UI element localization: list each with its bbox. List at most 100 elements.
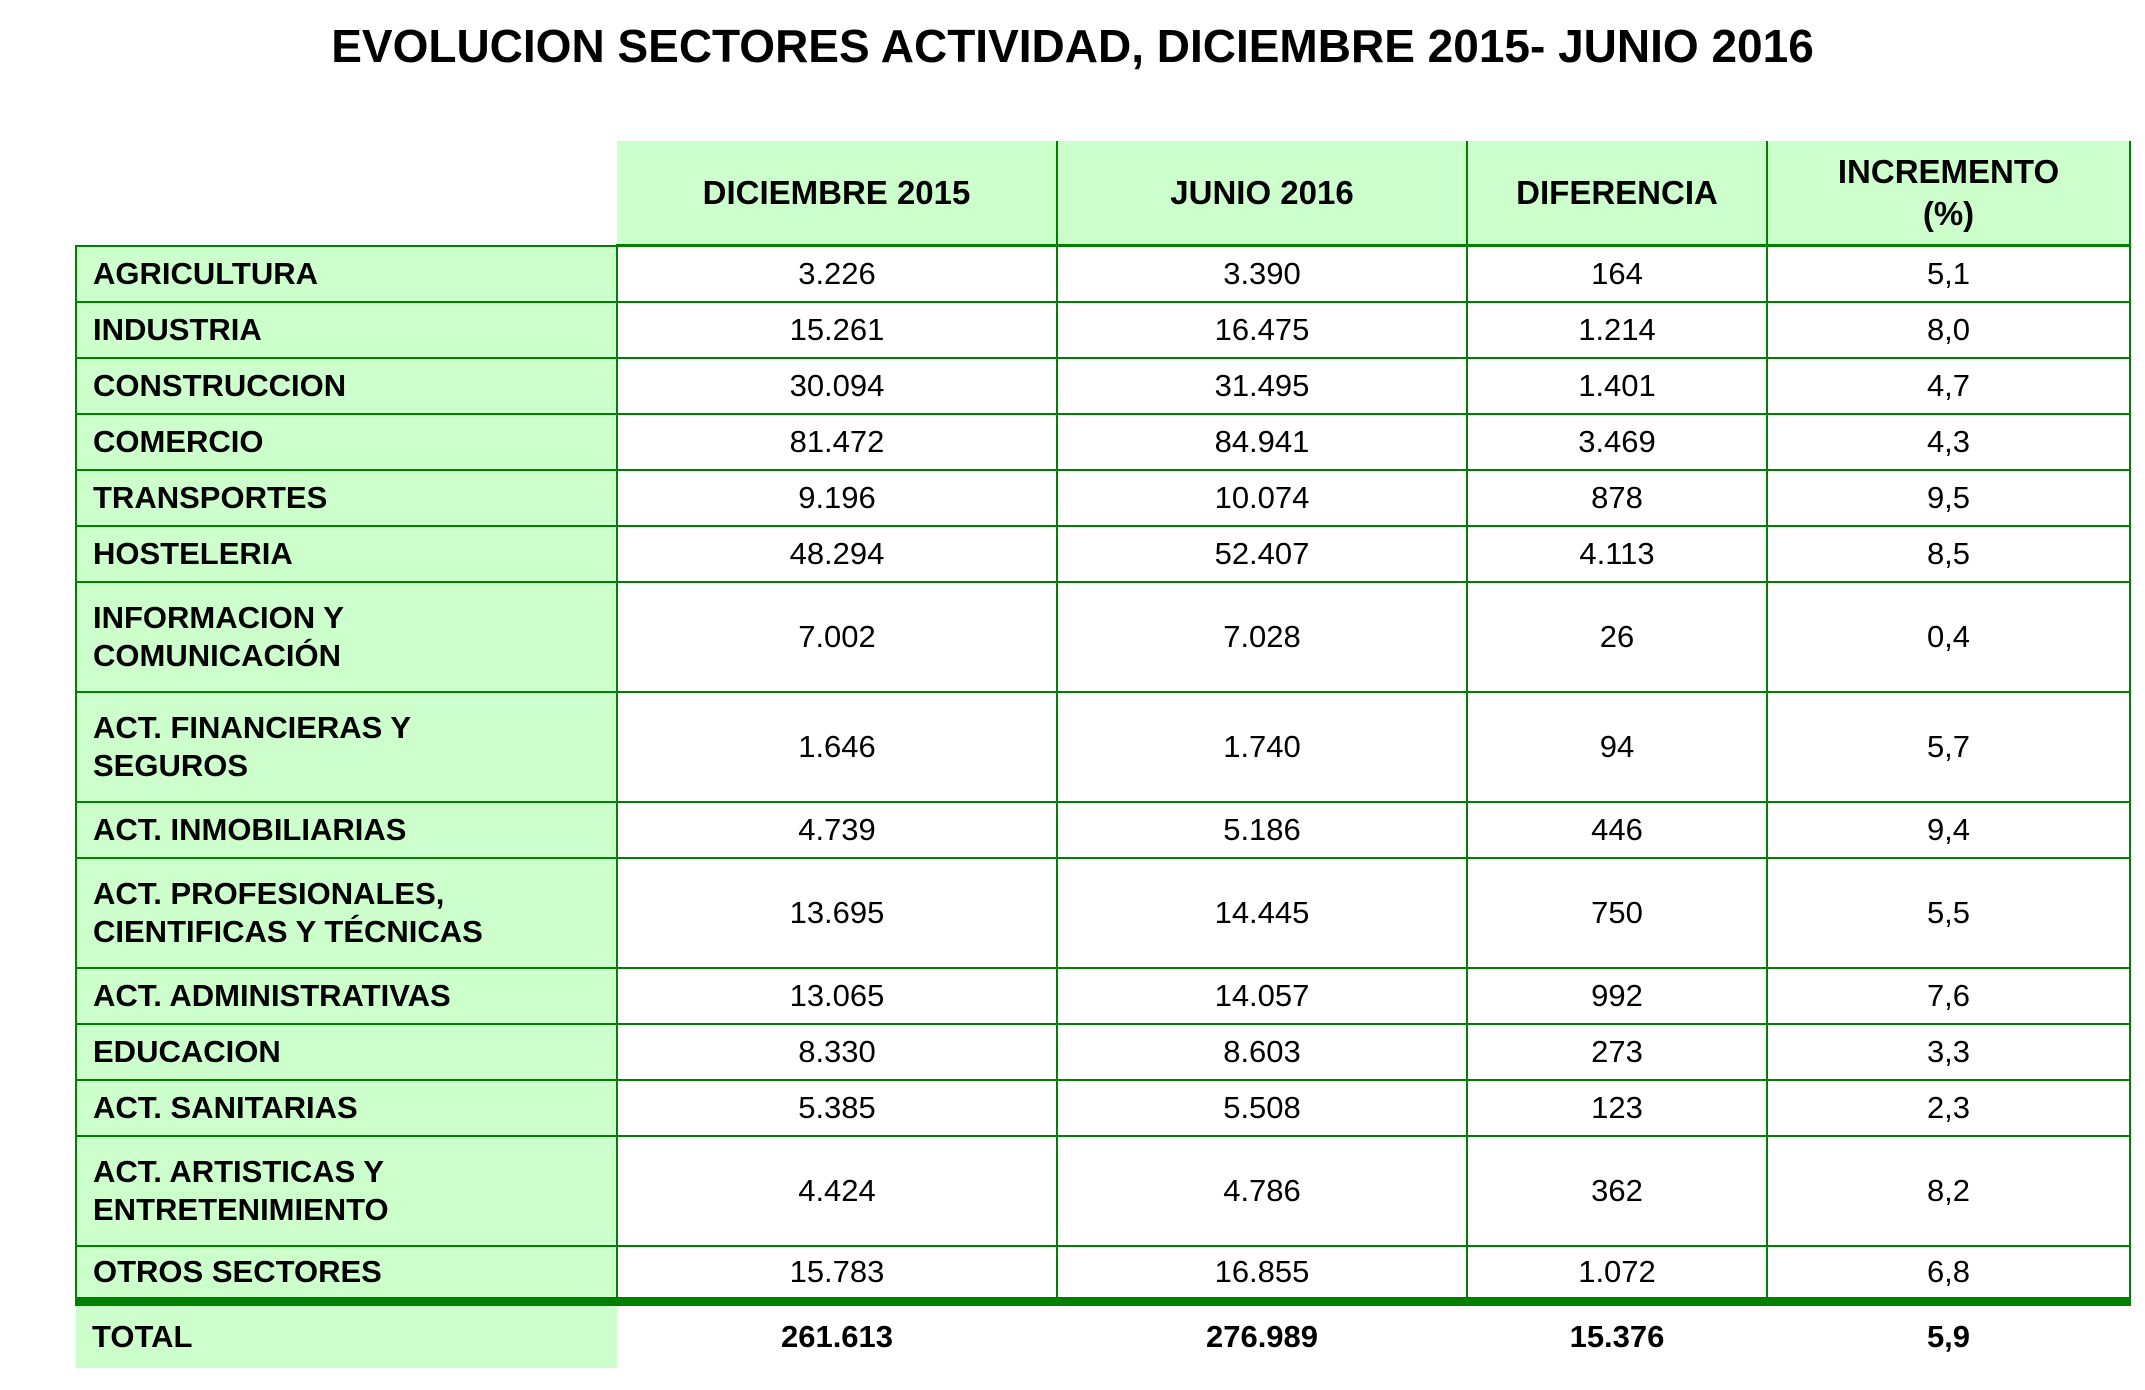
sector-label: INFORMACION Y COMUNICACIÓN xyxy=(75,580,618,693)
incremento-value: 0,4 xyxy=(1766,580,2131,693)
total-diciembre-value: 261.613 xyxy=(617,1297,1057,1368)
table-row: ACT. INMOBILIARIAS 4.739 5.186 446 9,4 xyxy=(75,800,2131,859)
diferencia-value: 123 xyxy=(1466,1078,1768,1137)
diferencia-value: 4.113 xyxy=(1466,524,1768,583)
diferencia-value: 750 xyxy=(1466,856,1768,969)
incremento-value: 4,7 xyxy=(1766,356,2131,415)
table-row: INDUSTRIA 15.261 16.475 1.214 8,0 xyxy=(75,300,2131,359)
diferencia-value: 1.214 xyxy=(1466,300,1768,359)
table-row: HOSTELERIA 48.294 52.407 4.113 8,5 xyxy=(75,524,2131,583)
sector-label: TRANSPORTES xyxy=(75,468,618,527)
junio-value: 31.495 xyxy=(1056,356,1468,415)
diciembre-value: 1.646 xyxy=(616,690,1058,803)
junio-value: 10.074 xyxy=(1056,468,1468,527)
total-row: TOTAL 261.613 276.989 15.376 5,9 xyxy=(76,1297,2130,1368)
junio-value: 84.941 xyxy=(1056,412,1468,471)
table-row: ACT. PROFESIONALES, CIENTIFICAS Y TÉCNIC… xyxy=(75,856,2131,969)
sector-label: ACT. INMOBILIARIAS xyxy=(75,800,618,859)
diferencia-value: 94 xyxy=(1466,690,1768,803)
table-row: ACT. FINANCIERAS Y SEGUROS 1.646 1.740 9… xyxy=(75,690,2131,803)
junio-value: 8.603 xyxy=(1056,1022,1468,1081)
sector-label: ACT. ADMINISTRATIVAS xyxy=(75,966,618,1025)
junio-value: 4.786 xyxy=(1056,1134,1468,1247)
junio-value: 16.855 xyxy=(1056,1244,1468,1303)
table-row: AGRICULTURA 3.226 3.390 164 5,1 xyxy=(75,244,2131,303)
incremento-value: 7,6 xyxy=(1766,966,2131,1025)
diferencia-value: 878 xyxy=(1466,468,1768,527)
diferencia-value: 1.401 xyxy=(1466,356,1768,415)
diferencia-value: 446 xyxy=(1466,800,1768,859)
sector-label: EDUCACION xyxy=(75,1022,618,1081)
incremento-value: 5,5 xyxy=(1766,856,2131,969)
total-diferencia-value: 15.376 xyxy=(1467,1297,1767,1368)
page-title: EVOLUCION SECTORES ACTIVIDAD, DICIEMBRE … xyxy=(331,20,1814,72)
diferencia-value: 362 xyxy=(1466,1134,1768,1247)
junio-value: 7.028 xyxy=(1056,580,1468,693)
total-incremento-value: 5,9 xyxy=(1767,1297,2130,1368)
diferencia-value: 273 xyxy=(1466,1022,1768,1081)
sector-label: ACT. SANITARIAS xyxy=(75,1078,618,1137)
junio-value: 5.186 xyxy=(1056,800,1468,859)
sector-label: INDUSTRIA xyxy=(75,300,618,359)
diciembre-value: 15.261 xyxy=(616,300,1058,359)
diciembre-value: 81.472 xyxy=(616,412,1058,471)
total-label: TOTAL xyxy=(76,1297,617,1368)
diciembre-value: 15.783 xyxy=(616,1244,1058,1303)
diciembre-value: 9.196 xyxy=(616,468,1058,527)
diciembre-value: 3.226 xyxy=(616,244,1058,303)
table-row: OTROS SECTORES 15.783 16.855 1.072 6,8 xyxy=(75,1244,2131,1303)
sectors-table: DICIEMBRE 2015 JUNIO 2016 DIFERENCIA INC… xyxy=(75,140,2131,1368)
table-row: EDUCACION 8.330 8.603 273 3,3 xyxy=(75,1022,2131,1081)
junio-value: 3.390 xyxy=(1056,244,1468,303)
incremento-value: 4,3 xyxy=(1766,412,2131,471)
diciembre-value: 8.330 xyxy=(616,1022,1058,1081)
diferencia-value: 3.469 xyxy=(1466,412,1768,471)
diciembre-value: 4.739 xyxy=(616,800,1058,859)
diciembre-value: 30.094 xyxy=(616,356,1058,415)
diciembre-value: 5.385 xyxy=(616,1078,1058,1137)
junio-value: 16.475 xyxy=(1056,300,1468,359)
incremento-value: 8,2 xyxy=(1766,1134,2131,1247)
column-header-incremento: INCREMENTO (%) xyxy=(1766,140,2131,248)
table-row: ACT. ARTISTICAS Y ENTRETENIMIENTO 4.424 … xyxy=(75,1134,2131,1247)
table-row: CONSTRUCCION 30.094 31.495 1.401 4,7 xyxy=(75,356,2131,415)
incremento-value: 2,3 xyxy=(1766,1078,2131,1137)
table-row: ACT. ADMINISTRATIVAS 13.065 14.057 992 7… xyxy=(75,966,2131,1025)
diciembre-value: 13.065 xyxy=(616,966,1058,1025)
incremento-value: 5,1 xyxy=(1766,244,2131,303)
junio-value: 52.407 xyxy=(1056,524,1468,583)
column-header-junio-2016: JUNIO 2016 xyxy=(1056,140,1468,248)
junio-value: 1.740 xyxy=(1056,690,1468,803)
incremento-value: 9,4 xyxy=(1766,800,2131,859)
incremento-value: 9,5 xyxy=(1766,468,2131,527)
diciembre-value: 7.002 xyxy=(616,580,1058,693)
diciembre-value: 48.294 xyxy=(616,524,1058,583)
table-row: TRANSPORTES 9.196 10.074 878 9,5 xyxy=(75,468,2131,527)
sector-label: ACT. FINANCIERAS Y SEGUROS xyxy=(75,690,618,803)
column-header-diciembre-2015: DICIEMBRE 2015 xyxy=(617,140,1058,248)
diferencia-value: 164 xyxy=(1466,244,1768,303)
sector-label: AGRICULTURA xyxy=(75,244,618,303)
diferencia-value: 26 xyxy=(1466,580,1768,693)
diferencia-value: 992 xyxy=(1466,966,1768,1025)
header-row: DICIEMBRE 2015 JUNIO 2016 DIFERENCIA INC… xyxy=(76,140,2131,248)
table-row: INFORMACION Y COMUNICACIÓN 7.002 7.028 2… xyxy=(75,580,2131,693)
diciembre-value: 4.424 xyxy=(616,1134,1058,1247)
sector-label: ACT. PROFESIONALES, CIENTIFICAS Y TÉCNIC… xyxy=(75,856,618,969)
sector-label: CONSTRUCCION xyxy=(75,356,618,415)
column-header-diferencia: DIFERENCIA xyxy=(1466,140,1768,248)
junio-value: 14.057 xyxy=(1056,966,1468,1025)
page: EVOLUCION SECTORES ACTIVIDAD, DICIEMBRE … xyxy=(0,20,2145,1390)
diciembre-value: 13.695 xyxy=(616,856,1058,969)
junio-value: 14.445 xyxy=(1056,856,1468,969)
sector-label: ACT. ARTISTICAS Y ENTRETENIMIENTO xyxy=(75,1134,618,1247)
sector-label: COMERCIO xyxy=(75,412,618,471)
corner-cell xyxy=(76,140,617,246)
table-row: COMERCIO 81.472 84.941 3.469 4,3 xyxy=(75,412,2131,471)
incremento-value: 8,5 xyxy=(1766,524,2131,583)
incremento-value: 5,7 xyxy=(1766,690,2131,803)
sector-label: HOSTELERIA xyxy=(75,524,618,583)
sector-label: OTROS SECTORES xyxy=(75,1244,618,1303)
junio-value: 5.508 xyxy=(1056,1078,1468,1137)
total-junio-value: 276.989 xyxy=(1057,1297,1467,1368)
